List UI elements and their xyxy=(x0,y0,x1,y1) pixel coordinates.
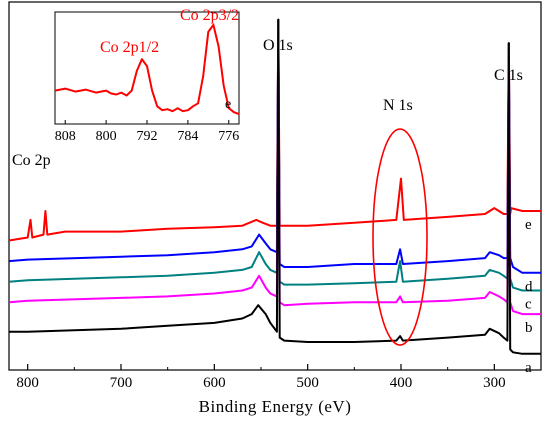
inset-plot: 808 800 792 784 776 Co 2p1/2 Co 2p3/2 e xyxy=(54,7,240,144)
series-label-b: b xyxy=(525,320,533,336)
x-tick-label-400: 400 xyxy=(390,375,413,391)
plot-frame xyxy=(8,1,542,371)
series-line-c xyxy=(8,18,541,292)
x-tick-label-700: 700 xyxy=(110,375,133,391)
x-tick-label-600: 600 xyxy=(203,375,226,391)
series-label-c: c xyxy=(525,297,532,313)
x-tick-label-300: 300 xyxy=(483,375,506,391)
x-axis-ticks: 800 700 600 500 400 300 xyxy=(16,364,542,391)
x-tick-label-800: 800 xyxy=(16,375,39,391)
co2p-label: Co 2p xyxy=(12,152,51,169)
inset-series xyxy=(54,23,240,116)
series-line-a xyxy=(9,18,541,355)
inset-x-tick-label-808: 808 xyxy=(55,129,76,144)
inset-peak-label-2p3-2: Co 2p3/2 xyxy=(180,7,239,24)
inset-peak-label-2p1-2: Co 2p1/2 xyxy=(100,39,159,56)
inset-x-tick-label-784: 784 xyxy=(177,129,198,144)
n1s-highlight-ellipse xyxy=(372,128,428,346)
inset-series-label: e xyxy=(225,97,231,112)
n1s-label: N 1s xyxy=(383,97,413,114)
series-label-d: d xyxy=(525,279,533,295)
series-labels: e dcb a xyxy=(525,217,533,376)
series-label-a: a xyxy=(525,360,532,376)
series-line-d xyxy=(8,18,541,274)
series-lines xyxy=(8,18,541,355)
x-tick-label-500: 500 xyxy=(296,375,319,391)
o1s-label: O 1s xyxy=(263,37,293,54)
inset-line-e xyxy=(54,23,240,116)
series-line-b xyxy=(8,18,541,316)
c1s-label: C 1s xyxy=(494,67,523,84)
x-axis-label: Binding Energy (eV) xyxy=(199,397,352,416)
inset-x-tick-label-800: 800 xyxy=(96,129,117,144)
series-label-e: e xyxy=(525,217,532,233)
inset-x-axis-ticks: 808 800 792 784 776 xyxy=(55,120,239,144)
inset-x-tick-label-776: 776 xyxy=(218,129,239,144)
inset-x-tick-label-792: 792 xyxy=(137,129,158,144)
